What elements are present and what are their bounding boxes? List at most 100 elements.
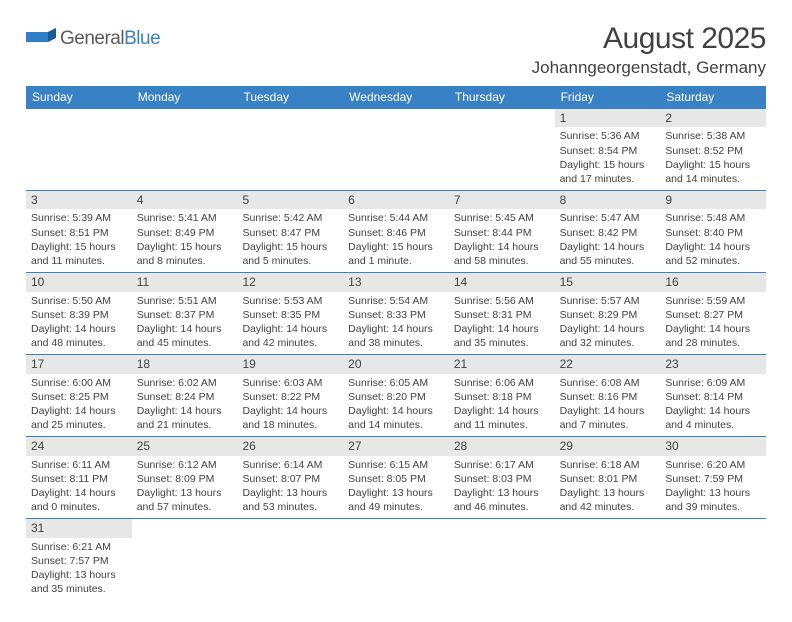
day-number: 28 xyxy=(449,437,555,455)
daylight-line1: Daylight: 13 hours xyxy=(560,486,656,500)
day-number: 1 xyxy=(555,109,661,127)
daylight-line1: Daylight: 14 hours xyxy=(348,322,444,336)
daylight-line2: and 8 minutes. xyxy=(137,254,233,268)
day-cell: 12Sunrise: 5:53 AMSunset: 8:35 PMDayligh… xyxy=(237,273,343,354)
daylight-line1: Daylight: 14 hours xyxy=(31,322,127,336)
day-details: Sunrise: 6:20 AMSunset: 7:59 PMDaylight:… xyxy=(660,456,766,519)
day-details: Sunrise: 6:00 AMSunset: 8:25 PMDaylight:… xyxy=(26,374,132,437)
daylight-line2: and 46 minutes. xyxy=(454,500,550,514)
daylight-line1: Daylight: 14 hours xyxy=(665,322,761,336)
sunset: Sunset: 8:39 PM xyxy=(31,308,127,322)
sunrise: Sunrise: 5:38 AM xyxy=(665,129,761,143)
week-row: 10Sunrise: 5:50 AMSunset: 8:39 PMDayligh… xyxy=(26,273,766,355)
daylight-line2: and 25 minutes. xyxy=(31,418,127,432)
day-details: Sunrise: 5:47 AMSunset: 8:42 PMDaylight:… xyxy=(555,209,661,272)
day-cell: 7Sunrise: 5:45 AMSunset: 8:44 PMDaylight… xyxy=(449,191,555,272)
weekday-header: Saturday xyxy=(660,86,766,109)
logo-text-1: General xyxy=(60,28,124,49)
daylight-line1: Daylight: 14 hours xyxy=(665,404,761,418)
day-cell: 4Sunrise: 5:41 AMSunset: 8:49 PMDaylight… xyxy=(132,191,238,272)
daylight-line1: Daylight: 13 hours xyxy=(454,486,550,500)
daylight-line2: and 42 minutes. xyxy=(242,336,338,350)
day-details: Sunrise: 6:05 AMSunset: 8:20 PMDaylight:… xyxy=(343,374,449,437)
day-number: 20 xyxy=(343,355,449,373)
day-details: Sunrise: 6:12 AMSunset: 8:09 PMDaylight:… xyxy=(132,456,238,519)
day-cell: 29Sunrise: 6:18 AMSunset: 8:01 PMDayligh… xyxy=(555,437,661,518)
day-number: 22 xyxy=(555,355,661,373)
day-cell: 10Sunrise: 5:50 AMSunset: 8:39 PMDayligh… xyxy=(26,273,132,354)
day-number: 15 xyxy=(555,273,661,291)
sunrise: Sunrise: 5:53 AM xyxy=(242,294,338,308)
sunrise: Sunrise: 5:57 AM xyxy=(560,294,656,308)
logo-text-2: Blue xyxy=(124,28,160,49)
daylight-line2: and 38 minutes. xyxy=(348,336,444,350)
sunset: Sunset: 8:27 PM xyxy=(665,308,761,322)
day-cell: 26Sunrise: 6:14 AMSunset: 8:07 PMDayligh… xyxy=(237,437,343,518)
sunset: Sunset: 8:33 PM xyxy=(348,308,444,322)
sunrise: Sunrise: 6:06 AM xyxy=(454,376,550,390)
sunrise: Sunrise: 5:44 AM xyxy=(348,211,444,225)
empty-cell xyxy=(449,109,555,190)
daylight-line2: and 21 minutes. xyxy=(137,418,233,432)
day-number: 5 xyxy=(237,191,343,209)
daylight-line1: Daylight: 13 hours xyxy=(665,486,761,500)
sunset: Sunset: 8:49 PM xyxy=(137,226,233,240)
daylight-line2: and 53 minutes. xyxy=(242,500,338,514)
day-cell: 1Sunrise: 5:36 AMSunset: 8:54 PMDaylight… xyxy=(555,109,661,190)
daylight-line1: Daylight: 14 hours xyxy=(348,404,444,418)
sunrise: Sunrise: 6:17 AM xyxy=(454,458,550,472)
day-details: Sunrise: 5:44 AMSunset: 8:46 PMDaylight:… xyxy=(343,209,449,272)
sunrise: Sunrise: 6:20 AM xyxy=(665,458,761,472)
empty-cell xyxy=(132,519,238,600)
day-cell: 22Sunrise: 6:08 AMSunset: 8:16 PMDayligh… xyxy=(555,355,661,436)
sunset: Sunset: 8:51 PM xyxy=(31,226,127,240)
day-cell: 2Sunrise: 5:38 AMSunset: 8:52 PMDaylight… xyxy=(660,109,766,190)
sunrise: Sunrise: 6:00 AM xyxy=(31,376,127,390)
weekday-header: Monday xyxy=(132,86,238,109)
sunset: Sunset: 8:22 PM xyxy=(242,390,338,404)
sunset: Sunset: 8:29 PM xyxy=(560,308,656,322)
daylight-line1: Daylight: 14 hours xyxy=(242,322,338,336)
day-number: 8 xyxy=(555,191,661,209)
calendar: SundayMondayTuesdayWednesdayThursdayFrid… xyxy=(26,86,766,600)
daylight-line2: and 18 minutes. xyxy=(242,418,338,432)
sunset: Sunset: 8:54 PM xyxy=(560,144,656,158)
day-details: Sunrise: 5:59 AMSunset: 8:27 PMDaylight:… xyxy=(660,292,766,355)
daylight-line2: and 11 minutes. xyxy=(31,254,127,268)
day-number: 9 xyxy=(660,191,766,209)
day-details: Sunrise: 5:50 AMSunset: 8:39 PMDaylight:… xyxy=(26,292,132,355)
day-number: 16 xyxy=(660,273,766,291)
daylight-line2: and 4 minutes. xyxy=(665,418,761,432)
empty-cell xyxy=(343,519,449,600)
day-cell: 11Sunrise: 5:51 AMSunset: 8:37 PMDayligh… xyxy=(132,273,238,354)
daylight-line1: Daylight: 13 hours xyxy=(31,568,127,582)
weeks-container: 1 Sunrise: 5:36 AMSunset: 8:54 PM Daylight… xyxy=(26,109,766,600)
day-details: Sunrise: 6:21 AMSunset: 7:57 PMDaylight:… xyxy=(26,538,132,601)
day-number: 31 xyxy=(26,519,132,537)
day-details: Sunrise: 6:18 AMSunset: 8:01 PMDaylight:… xyxy=(555,456,661,519)
sunrise: Sunrise: 6:18 AM xyxy=(560,458,656,472)
day-number: 11 xyxy=(132,273,238,291)
day-cell: 23Sunrise: 6:09 AMSunset: 8:14 PMDayligh… xyxy=(660,355,766,436)
day-number: 14 xyxy=(449,273,555,291)
sunrise: Sunrise: 6:09 AM xyxy=(665,376,761,390)
sunrise: Sunrise: 6:03 AM xyxy=(242,376,338,390)
daylight-line2: and 35 minutes. xyxy=(454,336,550,350)
empty-cell xyxy=(449,519,555,600)
sunset: Sunset: 8:52 PM xyxy=(665,144,761,158)
day-number: 25 xyxy=(132,437,238,455)
day-cell: 17Sunrise: 6:00 AMSunset: 8:25 PMDayligh… xyxy=(26,355,132,436)
day-number: 4 xyxy=(132,191,238,209)
sunrise: Sunrise: 5:41 AM xyxy=(137,211,233,225)
empty-cell xyxy=(660,519,766,600)
daylight-line2: and 14 minutes. xyxy=(665,172,761,186)
day-number: 29 xyxy=(555,437,661,455)
sunrise: Sunrise: 5:36 AM xyxy=(560,129,656,143)
sunset: Sunset: 8:05 PM xyxy=(348,472,444,486)
day-details: Sunrise: 6:03 AMSunset: 8:22 PMDaylight:… xyxy=(237,374,343,437)
day-details: Sunrise: 6:15 AMSunset: 8:05 PMDaylight:… xyxy=(343,456,449,519)
day-details: Sunrise: 6:17 AMSunset: 8:03 PMDaylight:… xyxy=(449,456,555,519)
sunrise: Sunrise: 6:08 AM xyxy=(560,376,656,390)
day-cell: 5Sunrise: 5:42 AMSunset: 8:47 PMDaylight… xyxy=(237,191,343,272)
day-number: 27 xyxy=(343,437,449,455)
